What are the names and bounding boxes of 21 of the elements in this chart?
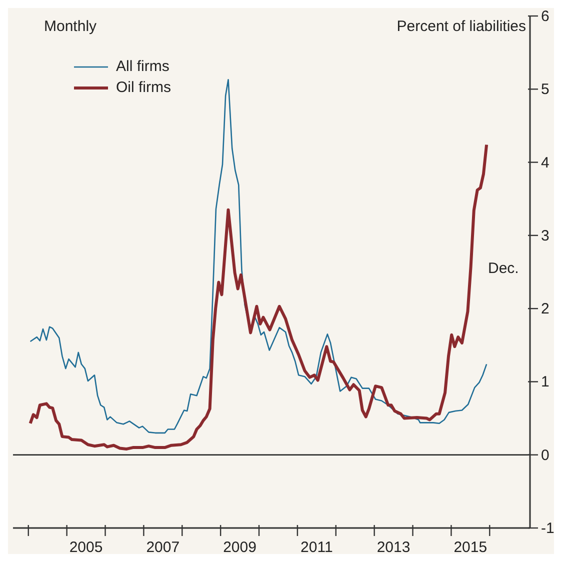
line-series (28, 143, 488, 451)
x-tick-label: 2005 (69, 539, 103, 556)
line-series (30, 78, 488, 434)
x-tick-label: 2009 (223, 539, 256, 556)
y-tick-label: 5 (541, 81, 550, 98)
y-tick-label: -1 (541, 520, 554, 537)
x-tick-label: 2011 (300, 539, 333, 556)
y-tick-label: 3 (541, 227, 550, 244)
x-tick-label: 2013 (376, 539, 410, 556)
legend-label: All firms (116, 58, 170, 75)
x-tick-label: 2015 (454, 539, 488, 556)
y-tick-label: 1 (541, 374, 550, 391)
y-tick-label: 0 (541, 446, 550, 464)
y-axis-title: Percent of liabilities (396, 18, 526, 35)
x-tick-label: 2007 (146, 539, 180, 556)
y-tick-label: 2 (541, 300, 550, 318)
y-tick-label: 4 (541, 154, 550, 172)
y-tick-label: 6 (541, 8, 550, 25)
chart-subtitle: Monthly (44, 18, 97, 35)
annotation: Dec. (488, 260, 519, 277)
legend-label: Oil firms (116, 79, 171, 96)
